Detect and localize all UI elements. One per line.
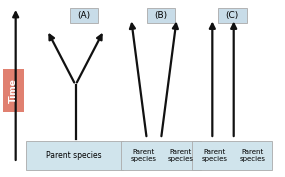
Text: (B): (B) — [154, 12, 168, 20]
Text: (C): (C) — [226, 12, 239, 20]
FancyBboxPatch shape — [218, 8, 247, 23]
FancyBboxPatch shape — [3, 69, 24, 112]
FancyBboxPatch shape — [147, 8, 175, 23]
Text: Parent
species: Parent species — [131, 149, 156, 162]
FancyBboxPatch shape — [121, 141, 201, 170]
FancyBboxPatch shape — [70, 8, 98, 23]
Text: Time: Time — [9, 78, 18, 103]
Text: Parent
species: Parent species — [239, 149, 265, 162]
Text: Parent species: Parent species — [46, 151, 102, 160]
FancyBboxPatch shape — [192, 141, 272, 170]
Text: Parent
species: Parent species — [168, 149, 194, 162]
FancyBboxPatch shape — [26, 141, 123, 170]
Text: (A): (A) — [78, 12, 91, 20]
Text: Parent
species: Parent species — [202, 149, 228, 162]
